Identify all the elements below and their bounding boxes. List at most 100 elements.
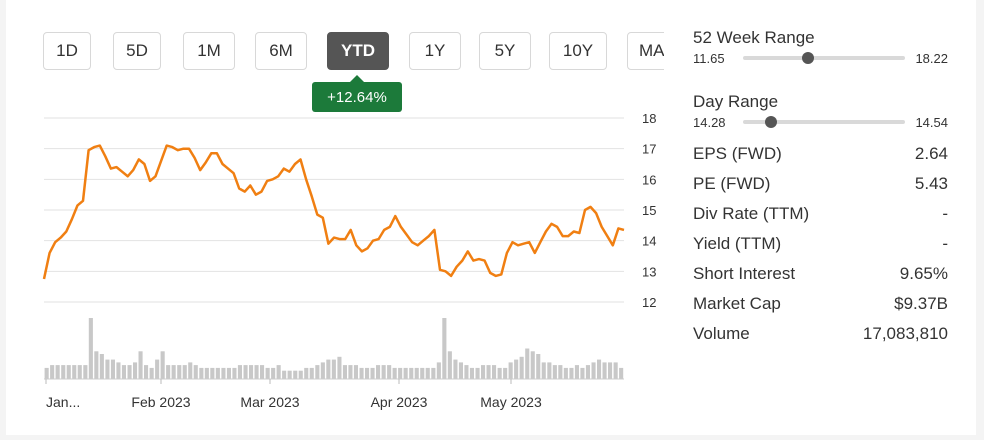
volume-bar <box>116 362 121 379</box>
volume-bar <box>447 351 452 379</box>
volume-bar <box>77 365 82 379</box>
volume-bar <box>171 365 176 379</box>
stat-label: Market Cap <box>693 294 781 313</box>
volume-bar <box>453 359 458 379</box>
volume-bar <box>94 351 99 379</box>
week52-range-label: 52 Week Range <box>693 28 815 47</box>
volume-bar <box>121 365 126 379</box>
stat-value: 2.64 <box>914 144 948 163</box>
volume-bar <box>249 365 254 379</box>
volume-bar <box>232 367 237 379</box>
week52-range-bar <box>743 52 906 64</box>
volume-bar <box>403 367 408 379</box>
volume-bar <box>55 365 60 379</box>
tab-max-clip: MAX <box>620 26 664 76</box>
volume-bar <box>199 367 204 379</box>
volume-bar <box>138 351 143 379</box>
volume-bar <box>359 367 364 379</box>
volume-bar <box>365 367 370 379</box>
volume-bar <box>475 367 480 379</box>
tab-1d[interactable]: 1D <box>43 32 91 70</box>
volume-bar <box>149 367 154 379</box>
volume-bar <box>585 365 590 379</box>
volume-bar <box>574 365 579 379</box>
chart-panel <box>6 0 976 435</box>
stat-value: 5.43 <box>914 174 948 193</box>
volume-bar <box>508 362 513 379</box>
volume-bar <box>44 367 49 379</box>
volume-bar <box>563 367 568 379</box>
stat-label: Volume <box>693 324 750 343</box>
volume-bar <box>503 367 508 379</box>
volume-bar <box>315 365 320 379</box>
stat-value: 9.65% <box>899 264 948 283</box>
volume-bar <box>83 365 88 379</box>
volume-bar <box>370 367 375 379</box>
volume-bar <box>133 362 138 379</box>
volume-bar <box>88 318 93 379</box>
volume-bar <box>409 367 414 379</box>
volume-bar <box>226 367 231 379</box>
tab-6m[interactable]: 6M <box>255 32 307 70</box>
x-tick-label: Feb 2023 <box>131 394 190 410</box>
tab-1y[interactable]: 1Y <box>409 32 461 70</box>
stat-label: Yield (TTM) <box>693 234 782 253</box>
stat-value: - <box>942 204 948 223</box>
volume-bar <box>210 367 215 379</box>
x-tick-label: Mar 2023 <box>240 394 299 410</box>
volume-bar <box>287 370 292 379</box>
volume-bar <box>331 359 336 379</box>
day-range-marker <box>764 116 777 128</box>
tab-1m[interactable]: 1M <box>183 32 235 70</box>
day-range-label: Day Range <box>693 92 779 111</box>
week52-range: 52 Week Range 11.65 18.22 <box>693 28 948 66</box>
stat-label: Div Rate (TTM) <box>693 204 810 223</box>
tab-max[interactable]: MAX <box>627 32 664 70</box>
stat-label: PE (FWD) <box>693 174 771 193</box>
price-series-line <box>42 144 625 280</box>
volume-bar <box>282 370 287 379</box>
volume-bar <box>215 367 220 379</box>
week52-low: 11.65 <box>693 50 725 66</box>
stat-pe: PE (FWD) 5.43 <box>693 169 948 199</box>
day-range-bar <box>743 116 906 128</box>
volume-bar <box>381 365 386 379</box>
volume-bar <box>304 367 309 379</box>
volume-bar <box>608 362 613 379</box>
volume-bar <box>166 365 171 379</box>
volume-bar <box>293 370 298 379</box>
stats-panel: 52 Week Range 11.65 18.22 Day Range 14.2… <box>693 28 948 349</box>
stat-value: $9.37B <box>894 294 948 313</box>
volume-bar <box>398 367 403 379</box>
stat-label: EPS (FWD) <box>693 144 782 163</box>
stat-market-cap: Market Cap $9.37B <box>693 289 948 319</box>
y-tick-label: 17 <box>642 142 656 157</box>
volume-bar <box>580 367 585 379</box>
volume-bar <box>597 359 602 379</box>
tab-5y[interactable]: 5Y <box>479 32 531 70</box>
volume-bar <box>177 365 182 379</box>
volume-bar <box>414 367 419 379</box>
tab-ytd[interactable]: YTD <box>327 32 389 70</box>
volume-bar <box>619 367 624 379</box>
volume-bar <box>309 367 314 379</box>
volume-bar <box>237 365 242 379</box>
volume-bar <box>221 367 226 379</box>
volume-bar <box>276 365 281 379</box>
day-low: 14.28 <box>693 114 726 130</box>
volume-bar <box>188 362 193 379</box>
x-tick-label: Jan... <box>46 394 80 410</box>
volume-bar <box>61 365 66 379</box>
volume-bar <box>436 362 441 379</box>
volume-bar <box>431 367 436 379</box>
tab-10y[interactable]: 10Y <box>549 32 607 70</box>
volume-bar <box>144 365 149 379</box>
y-tick-label: 16 <box>642 172 656 187</box>
volume-bar <box>326 359 331 379</box>
tab-5d[interactable]: 5D <box>113 32 161 70</box>
volume-bar <box>353 365 358 379</box>
volume-bar <box>376 365 381 379</box>
volume-bar <box>602 362 607 379</box>
volume-bar <box>486 365 491 379</box>
week52-range-marker <box>801 52 814 64</box>
